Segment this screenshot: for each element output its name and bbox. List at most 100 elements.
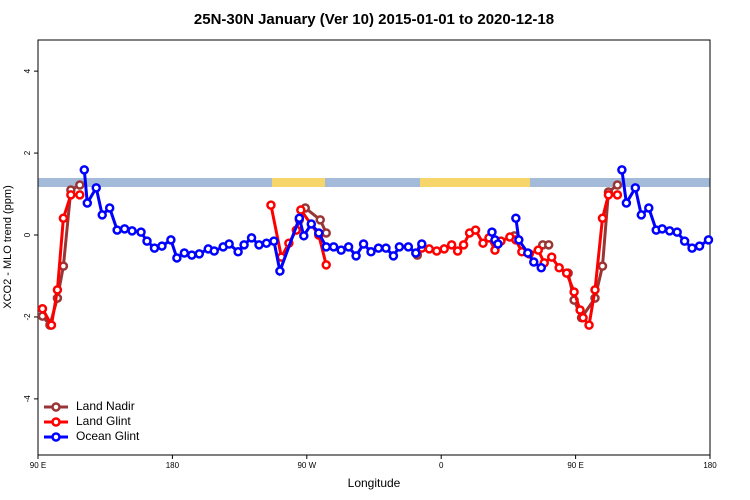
data-point bbox=[75, 180, 85, 190]
x-tick-label: 90 E bbox=[567, 461, 583, 470]
data-point bbox=[104, 203, 115, 213]
data-point bbox=[321, 228, 331, 238]
data-point bbox=[584, 320, 594, 330]
data-point bbox=[224, 239, 234, 249]
data-point bbox=[543, 240, 554, 250]
data-point bbox=[612, 190, 623, 200]
data-point bbox=[452, 246, 463, 256]
data-point bbox=[366, 247, 376, 257]
data-point bbox=[194, 249, 205, 259]
data-point bbox=[612, 180, 623, 190]
data-point bbox=[439, 244, 449, 254]
legend-marker bbox=[51, 402, 61, 412]
data-point bbox=[149, 243, 160, 253]
data-point bbox=[179, 248, 190, 258]
data-point bbox=[597, 261, 608, 271]
data-point bbox=[431, 246, 442, 256]
data-point bbox=[142, 236, 152, 246]
data-point bbox=[58, 213, 69, 223]
x-tick-label: 90 E bbox=[30, 461, 46, 470]
data-point bbox=[644, 203, 654, 213]
data-point bbox=[478, 238, 488, 248]
data-point bbox=[694, 241, 705, 251]
data-point bbox=[166, 235, 176, 245]
y-tick-label: 4 bbox=[23, 68, 32, 73]
x-tick-label: 90 W bbox=[297, 461, 316, 470]
data-point bbox=[343, 242, 354, 252]
data-point bbox=[458, 240, 469, 250]
y-tick-label: -4 bbox=[23, 395, 32, 403]
data-point bbox=[119, 224, 130, 234]
data-point bbox=[157, 241, 167, 251]
data-point bbox=[172, 253, 182, 263]
data-point bbox=[79, 165, 90, 175]
data-point bbox=[394, 242, 405, 252]
data-point bbox=[112, 225, 122, 235]
y-tick-label: -2 bbox=[23, 313, 32, 321]
data-point bbox=[275, 266, 285, 276]
data-point bbox=[97, 210, 107, 220]
data-point bbox=[664, 226, 675, 236]
legend-label: Land Glint bbox=[76, 414, 131, 428]
data-point bbox=[487, 227, 497, 237]
data-point bbox=[306, 219, 317, 229]
data-point bbox=[46, 320, 57, 330]
data-point bbox=[294, 213, 305, 223]
data-point bbox=[233, 247, 243, 257]
data-point bbox=[672, 227, 682, 237]
data-point bbox=[578, 313, 588, 323]
plot-frame bbox=[37, 39, 711, 456]
data-point bbox=[424, 244, 435, 254]
land-ocean-strip bbox=[38, 178, 710, 187]
data-point bbox=[261, 238, 272, 248]
data-point bbox=[82, 198, 93, 208]
ocean-strip bbox=[38, 178, 710, 187]
chart-title: 25N-30N January (Ver 10) 2015-01-01 to 2… bbox=[194, 11, 554, 28]
data-point bbox=[127, 226, 137, 236]
data-point bbox=[687, 243, 697, 253]
data-point bbox=[590, 285, 600, 295]
data-point bbox=[403, 242, 414, 252]
data-point bbox=[617, 165, 627, 175]
data-point bbox=[91, 183, 101, 193]
legend-marker bbox=[51, 432, 61, 442]
data-point bbox=[266, 200, 276, 210]
data-point bbox=[321, 242, 331, 252]
data-point bbox=[136, 227, 146, 237]
data-point bbox=[187, 250, 197, 260]
series-line bbox=[41, 183, 619, 329]
data-point bbox=[411, 248, 421, 258]
data-point bbox=[296, 205, 306, 215]
x-tick-label: 180 bbox=[166, 461, 180, 470]
land-strip bbox=[420, 178, 530, 187]
y-tick-label: 0 bbox=[23, 232, 32, 237]
legend-marker bbox=[51, 417, 61, 427]
data-point bbox=[470, 225, 481, 235]
data-point bbox=[621, 198, 632, 208]
data-point bbox=[246, 233, 257, 243]
data-point bbox=[351, 251, 361, 261]
data-point bbox=[546, 252, 557, 262]
data-point bbox=[514, 235, 524, 245]
data-point bbox=[554, 263, 564, 273]
data-point bbox=[446, 240, 457, 250]
data-point bbox=[511, 213, 521, 223]
data-point bbox=[315, 215, 325, 225]
data-point bbox=[703, 235, 714, 245]
data-point bbox=[493, 239, 503, 249]
data-point bbox=[239, 240, 249, 250]
data-point bbox=[75, 190, 85, 200]
data-point bbox=[299, 231, 309, 241]
x-tick-label: 180 bbox=[703, 461, 717, 470]
land-strip bbox=[272, 178, 325, 187]
y-tick-label: 2 bbox=[23, 150, 32, 155]
data-point bbox=[52, 285, 63, 295]
y-axis-label: XCO2 - MLO trend (ppm) bbox=[2, 185, 14, 308]
data-point bbox=[269, 236, 279, 246]
data-point bbox=[529, 257, 539, 267]
data-point bbox=[321, 260, 331, 270]
data-point bbox=[254, 240, 264, 250]
legend-label: Ocean Glint bbox=[76, 429, 140, 443]
